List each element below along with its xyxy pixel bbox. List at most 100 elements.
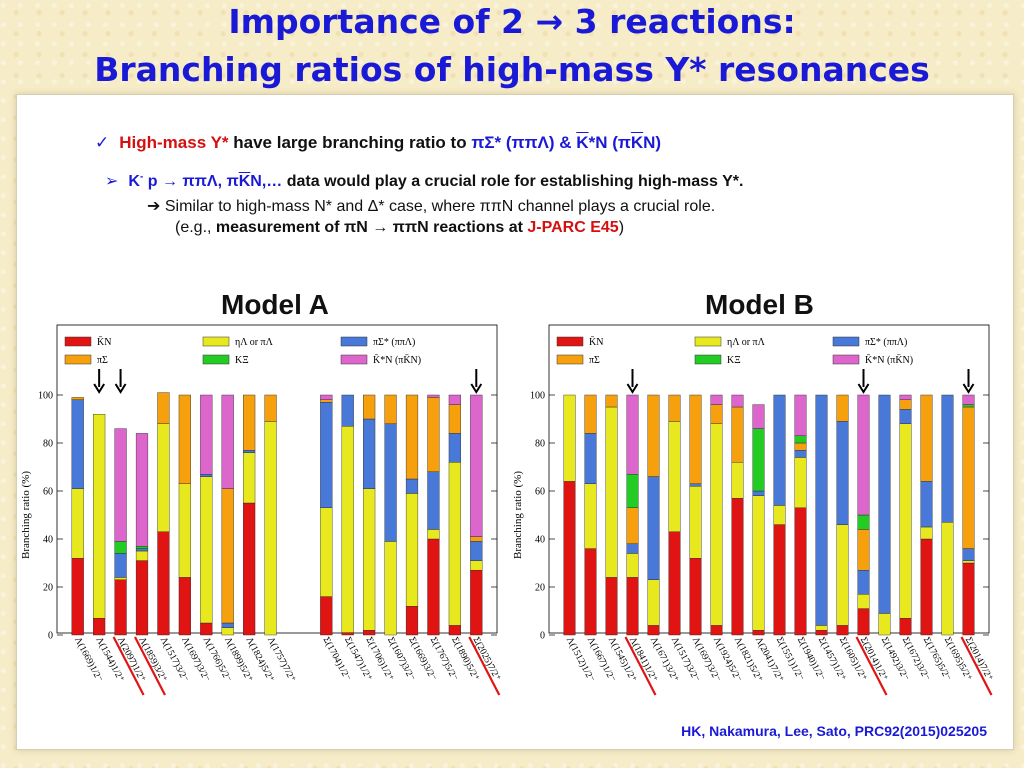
y-tick-label: 60 <box>535 487 545 498</box>
bar-segment <box>794 442 807 451</box>
y-axis-label: Branching ratio (%) <box>512 471 524 559</box>
bar-segment <box>878 613 891 636</box>
model-a-title: Model A <box>221 289 329 320</box>
bar-segment <box>71 488 84 559</box>
bar-segment <box>470 541 483 561</box>
bar-segment <box>752 428 765 492</box>
bar-segment <box>689 557 702 636</box>
bar-segment <box>710 394 723 405</box>
bar-segment <box>689 483 702 487</box>
legend-swatch <box>694 336 722 347</box>
bar-segment <box>899 409 912 425</box>
bar-segment <box>605 406 618 578</box>
y-tick-label: 40 <box>43 535 53 546</box>
bar-segment <box>405 394 419 480</box>
plot-frame <box>56 324 498 634</box>
bar-segment <box>178 394 191 485</box>
jparc-label: J-PARC E45 <box>527 219 619 236</box>
bar-segment <box>114 577 127 580</box>
bar-segment <box>341 632 354 636</box>
bar-segment <box>752 404 765 429</box>
bullet-1-kbar: K <box>576 133 589 152</box>
bar-segment <box>200 394 213 475</box>
bar-segment <box>668 394 681 422</box>
y-tick-label: 0 <box>540 631 545 642</box>
bar-segment <box>647 476 660 581</box>
bar-segment <box>857 608 870 636</box>
y-tick-label: 60 <box>43 487 53 498</box>
bar-segment <box>794 449 807 458</box>
bar-segment <box>264 394 277 422</box>
bar-segment <box>647 579 660 626</box>
bar-segment <box>920 526 933 540</box>
bar-segment <box>93 618 106 636</box>
legend-swatch <box>64 354 92 365</box>
bar-segment <box>836 421 849 525</box>
bar-segment <box>114 553 127 578</box>
bar-segment <box>815 625 828 631</box>
bar-segment <box>221 394 234 489</box>
legend-swatch <box>202 354 230 365</box>
bar-segment <box>626 553 639 578</box>
bar-segment <box>752 495 765 631</box>
bar-segment <box>405 493 419 607</box>
bar-segment <box>689 394 702 485</box>
bar-segment <box>200 622 213 636</box>
highlight-underline <box>134 636 166 696</box>
bar-segment <box>731 394 744 408</box>
bar-segment <box>857 514 870 530</box>
bar-segment <box>584 394 597 434</box>
down-arrow-head <box>962 383 975 394</box>
bar-segment <box>470 560 483 571</box>
bar-segment <box>427 529 440 540</box>
bar-segment <box>584 433 597 485</box>
legend-label: KΞ <box>235 355 249 366</box>
bar-segment <box>71 399 84 489</box>
bar-segment <box>899 618 912 636</box>
bullet-1-blue-1: πΣ* (ππΛ) & <box>471 133 577 152</box>
bar-segment <box>731 461 744 499</box>
bar-segment <box>626 507 639 545</box>
bar-segment <box>427 394 440 398</box>
down-arrow-head <box>470 383 483 394</box>
bar-segment <box>200 476 213 624</box>
bullet-1-blue-3: N) <box>643 133 662 152</box>
legend-swatch <box>556 336 584 347</box>
bar-segment <box>794 394 807 436</box>
bar-segment <box>584 483 597 549</box>
bullet-2-blue-b: p → ππΛ, π <box>143 173 239 190</box>
bar-segment <box>857 569 870 595</box>
sub-line-2: (e.g., measurement of πN → ππN reactions… <box>175 219 624 237</box>
legend-swatch <box>340 354 368 365</box>
legend-swatch <box>340 336 368 347</box>
bar-segment <box>221 488 234 624</box>
bar-segment <box>135 550 149 561</box>
y-tick-label: 80 <box>535 439 545 450</box>
bullet-2-sup: - <box>139 171 144 183</box>
bar-segment <box>114 579 127 636</box>
legend-swatch <box>832 354 860 365</box>
bar-segment <box>470 536 483 542</box>
bar-segment <box>221 627 234 636</box>
bar-segment <box>857 394 870 516</box>
y-tick-label: 20 <box>43 583 53 594</box>
chart-model-a: K̄N ηΛ or πΛ πΣ* (ππΛ) πΣ KΞ K̄*N (πK̄N) 0 20 40… <box>20 324 503 696</box>
bar-segment <box>794 435 807 444</box>
bar-segment <box>200 473 213 477</box>
bar-segment <box>710 423 723 626</box>
bar-segment <box>920 538 933 636</box>
bar-segment <box>920 394 933 482</box>
legend-label: K̄*N (πK̄N) <box>373 354 421 366</box>
y-tick-label: 100 <box>38 391 53 402</box>
legend-swatch <box>64 336 92 347</box>
bar-segment <box>405 478 419 494</box>
bar-segment <box>71 557 84 636</box>
bar-segment <box>836 524 849 626</box>
bar-segment <box>448 394 461 405</box>
bar-segment <box>427 397 440 473</box>
bar-segment <box>899 394 912 401</box>
bar-segment <box>320 399 333 403</box>
bar-segment <box>135 433 149 547</box>
bar-segment <box>448 404 461 434</box>
bar-segment <box>647 394 660 477</box>
